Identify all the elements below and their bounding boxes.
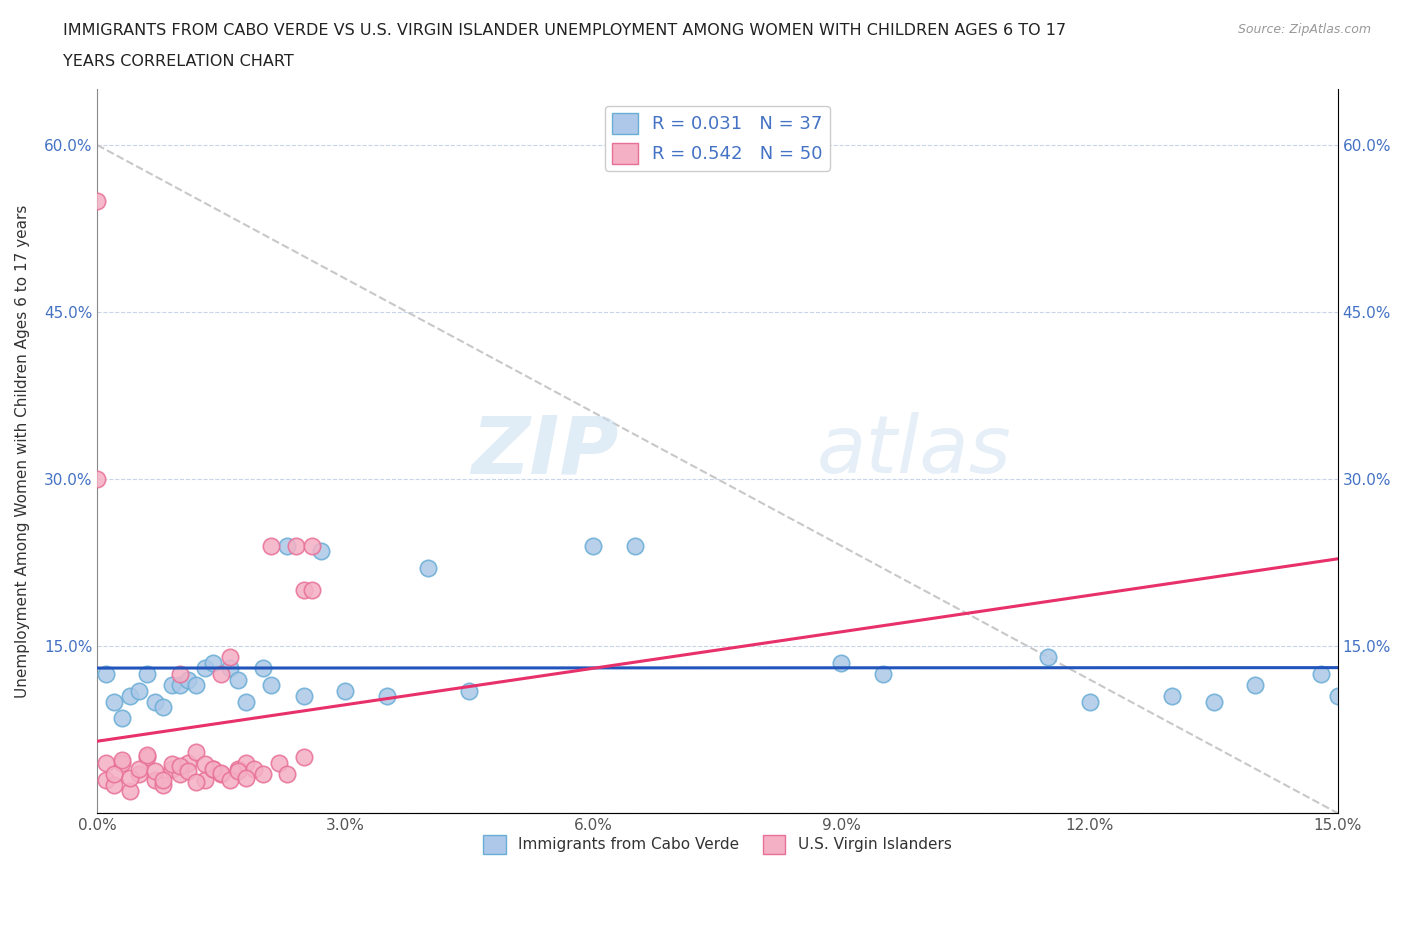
Point xyxy=(226,672,249,687)
Text: ZIP: ZIP xyxy=(471,412,619,490)
Point xyxy=(276,766,298,781)
Point xyxy=(276,538,298,553)
Point xyxy=(143,695,166,710)
Point xyxy=(252,766,274,781)
Point xyxy=(177,764,200,778)
Text: atlas: atlas xyxy=(817,412,1011,490)
Point xyxy=(226,761,249,776)
Point xyxy=(103,766,125,781)
Point xyxy=(177,755,200,770)
Point xyxy=(1038,650,1060,665)
Point xyxy=(135,750,157,764)
Point xyxy=(235,755,257,770)
Point xyxy=(160,757,183,772)
Point xyxy=(218,650,240,665)
Text: IMMIGRANTS FROM CABO VERDE VS U.S. VIRGIN ISLANDER UNEMPLOYMENT AMONG WOMEN WITH: IMMIGRANTS FROM CABO VERDE VS U.S. VIRGI… xyxy=(63,23,1066,38)
Point xyxy=(111,752,134,767)
Point xyxy=(375,689,398,704)
Point xyxy=(120,770,142,785)
Point xyxy=(830,656,852,671)
Point xyxy=(143,772,166,787)
Point xyxy=(143,764,166,778)
Point xyxy=(160,761,183,776)
Point xyxy=(292,750,315,764)
Point xyxy=(301,538,323,553)
Point xyxy=(623,538,645,553)
Point xyxy=(1202,695,1225,710)
Point xyxy=(260,678,283,693)
Point xyxy=(335,684,357,698)
Point xyxy=(160,678,183,693)
Point xyxy=(260,538,283,553)
Point xyxy=(284,538,307,553)
Point xyxy=(292,689,315,704)
Point xyxy=(169,766,191,781)
Point xyxy=(120,689,142,704)
Point xyxy=(309,544,332,559)
Point xyxy=(128,684,150,698)
Point xyxy=(269,755,291,770)
Point xyxy=(202,761,225,776)
Point xyxy=(209,765,232,780)
Point xyxy=(292,583,315,598)
Point xyxy=(209,766,232,781)
Point xyxy=(202,656,225,671)
Point xyxy=(186,744,208,759)
Point xyxy=(152,700,174,715)
Point xyxy=(94,667,117,682)
Point xyxy=(194,772,217,787)
Point xyxy=(218,661,240,676)
Point xyxy=(235,770,257,785)
Point xyxy=(202,761,225,776)
Point xyxy=(169,678,191,693)
Point xyxy=(226,764,249,778)
Point xyxy=(94,772,117,787)
Point xyxy=(416,561,439,576)
Point xyxy=(243,761,266,776)
Point xyxy=(135,748,157,763)
Text: Source: ZipAtlas.com: Source: ZipAtlas.com xyxy=(1237,23,1371,36)
Point xyxy=(1161,689,1184,704)
Y-axis label: Unemployment Among Women with Children Ages 6 to 17 years: Unemployment Among Women with Children A… xyxy=(15,205,30,698)
Point xyxy=(1326,689,1348,704)
Point xyxy=(194,661,217,676)
Point xyxy=(169,759,191,774)
Point xyxy=(458,684,481,698)
Point xyxy=(1310,667,1333,682)
Point xyxy=(111,755,134,770)
Text: YEARS CORRELATION CHART: YEARS CORRELATION CHART xyxy=(63,54,294,69)
Point xyxy=(218,772,240,787)
Point xyxy=(235,695,257,710)
Point xyxy=(135,667,157,682)
Point xyxy=(301,583,323,598)
Point xyxy=(1078,695,1101,710)
Point xyxy=(120,783,142,798)
Point xyxy=(86,472,108,486)
Point xyxy=(186,678,208,693)
Point xyxy=(94,755,117,770)
Point xyxy=(194,757,217,772)
Point xyxy=(103,695,125,710)
Point xyxy=(103,777,125,792)
Point xyxy=(252,661,274,676)
Legend: Immigrants from Cabo Verde, U.S. Virgin Islanders: Immigrants from Cabo Verde, U.S. Virgin … xyxy=(477,829,957,859)
Point xyxy=(169,667,191,682)
Point xyxy=(1244,678,1267,693)
Point xyxy=(128,766,150,781)
Point xyxy=(111,711,134,726)
Point xyxy=(177,672,200,687)
Point xyxy=(209,667,232,682)
Point xyxy=(152,777,174,792)
Point xyxy=(86,193,108,208)
Point xyxy=(186,775,208,790)
Point xyxy=(152,772,174,787)
Point xyxy=(128,761,150,776)
Point xyxy=(582,538,605,553)
Point xyxy=(872,667,894,682)
